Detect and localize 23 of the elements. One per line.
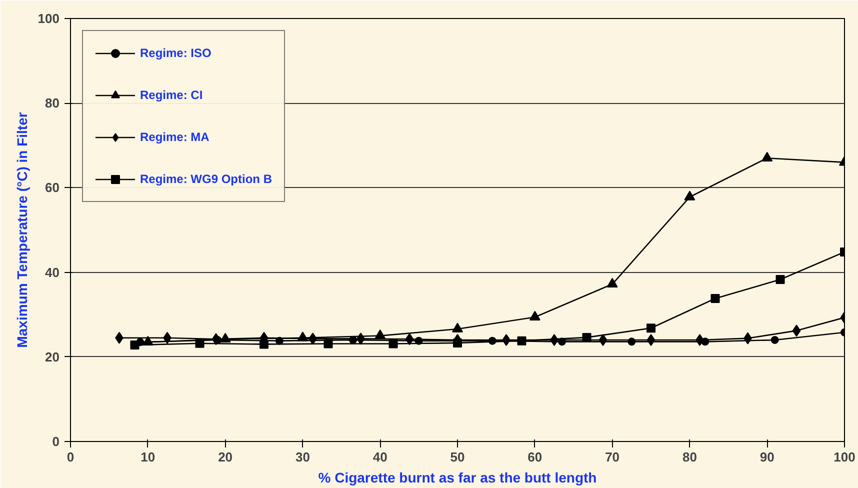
x-tick-label: 60: [528, 450, 542, 464]
x-tick-label: 100: [834, 450, 856, 464]
x-tick-label: 50: [450, 450, 465, 464]
y-tick-label: 100: [38, 11, 60, 26]
y-tick-label: 40: [45, 264, 60, 280]
y-tick-label: 20: [45, 349, 60, 364]
x-tick-label: 70: [605, 450, 620, 464]
x-tick-label: 30: [295, 450, 310, 464]
legend-label: Regime: MA: [140, 130, 210, 144]
legend-label: Regime: CI: [140, 88, 203, 102]
x-tick-label: 20: [218, 450, 233, 464]
legend-label: Regime: WG9 Option B: [140, 172, 272, 186]
x-tick-label: 90: [760, 450, 774, 464]
y-tick-label: 60: [45, 180, 60, 196]
x-tick-label: 40: [372, 450, 388, 464]
y-tick-label: 0: [52, 434, 60, 449]
x-tick-label: 80: [682, 450, 697, 464]
x-tick-label: 0: [66, 450, 74, 464]
y-tick-label: 80: [45, 96, 60, 111]
x-axis-title: % Cigarette burnt as far as the butt length: [318, 470, 597, 486]
legend-label: Regime: ISO: [140, 46, 212, 60]
x-tick-label: 10: [140, 450, 156, 464]
y-axis-title: Maximum Temperature (°C) in Filter: [14, 112, 30, 348]
